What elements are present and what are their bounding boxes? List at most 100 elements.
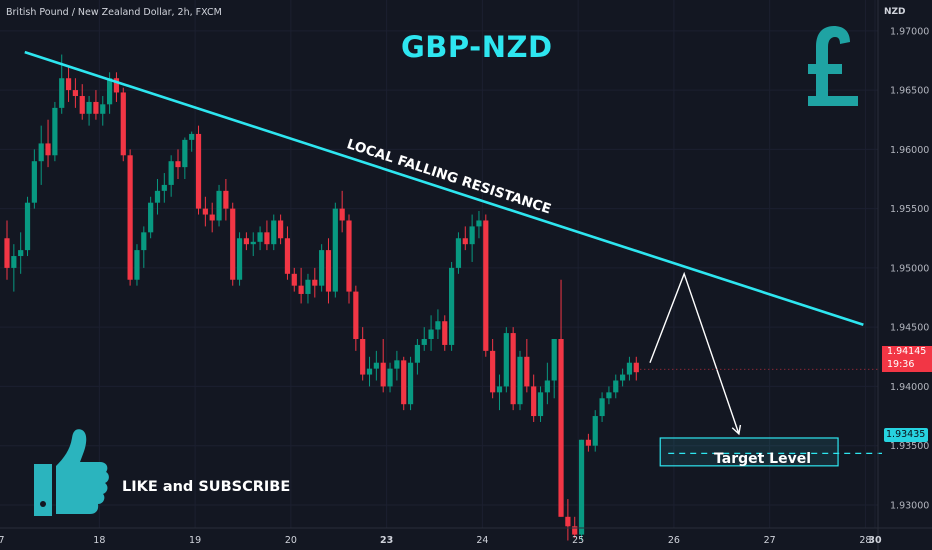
price-axis[interactable]: 1.97000 1.96500 1.96000 1.95500 1.95000 1.945…: [877, 0, 929, 550]
candle-body: [524, 356, 530, 387]
candle: [592, 410, 598, 452]
candle-body: [154, 190, 161, 203]
candle-body: [469, 226, 475, 245]
candle-body: [483, 220, 489, 351]
candle-body: [558, 339, 564, 517]
candle: [312, 267, 318, 298]
time-tick-label: 20: [285, 535, 297, 546]
candle: [11, 244, 17, 292]
candle: [230, 202, 236, 286]
candle-body: [45, 143, 51, 156]
candle: [339, 190, 345, 233]
candle-body: [435, 321, 441, 330]
candle: [18, 232, 24, 274]
candle-body: [52, 107, 58, 156]
time-tick-label: 24: [476, 535, 488, 546]
candle-body: [38, 143, 44, 162]
candle-body: [490, 350, 496, 393]
candle-body: [175, 161, 181, 168]
target-level-box[interactable]: [659, 437, 839, 467]
candle: [442, 315, 448, 351]
candle: [599, 392, 605, 422]
candle-body: [195, 133, 202, 209]
candle-body: [24, 202, 31, 251]
candle: [93, 90, 99, 120]
falling-resistance-trendline[interactable]: [24, 50, 864, 327]
candle-body: [578, 439, 585, 535]
candle: [510, 327, 516, 411]
candle: [517, 350, 523, 411]
candle: [360, 327, 366, 381]
candle-body: [572, 526, 578, 535]
thumbs-up-icon: [34, 429, 109, 516]
time-tick-label: 27: [764, 535, 776, 546]
candle: [161, 173, 167, 203]
time-tick-label: 28: [859, 535, 871, 546]
candle-body: [517, 356, 523, 405]
candle-body: [503, 333, 509, 387]
candle: [490, 339, 496, 399]
candle: [148, 196, 154, 239]
candle-body: [312, 279, 318, 286]
candle-body: [250, 241, 256, 245]
candle: [578, 439, 585, 541]
candle-body: [113, 78, 120, 93]
bar-countdown: 19:36: [887, 358, 915, 370]
candle-body: [298, 285, 304, 294]
candle: [24, 196, 31, 257]
candle: [585, 433, 591, 452]
candle: [407, 356, 414, 411]
currency-label: NZD: [884, 7, 906, 17]
candle: [202, 196, 208, 227]
candle: [332, 202, 338, 298]
candle-body: [585, 439, 591, 446]
candle-body: [421, 339, 427, 345]
candlestick-series: [4, 54, 639, 541]
candle-body: [531, 386, 537, 417]
candle-body: [346, 220, 352, 292]
chart-title: GBP-NZD: [401, 30, 553, 64]
projection-path[interactable]: [649, 271, 740, 435]
candle: [421, 327, 427, 351]
candle-body: [284, 238, 291, 274]
candle-body: [366, 368, 373, 375]
candle: [373, 350, 379, 381]
candle-body: [291, 273, 297, 286]
candle: [462, 226, 468, 251]
candle-body: [182, 139, 188, 168]
time-tick-label: 23: [380, 535, 393, 546]
symbol-info: British Pound / New Zealand Dollar, 2h, …: [6, 7, 222, 18]
time-tick-label: 19: [189, 535, 201, 546]
price-tick-label: 1.93500: [890, 441, 929, 452]
candle: [565, 499, 571, 541]
candle: [387, 362, 393, 393]
candle: [175, 149, 181, 179]
price-tick-label: 1.94000: [890, 382, 929, 393]
candle-body: [428, 329, 434, 340]
candle: [216, 184, 222, 227]
candle: [52, 101, 58, 162]
candle-body: [339, 208, 345, 221]
candle-body: [626, 362, 633, 375]
candle-body: [373, 362, 379, 369]
candle-body: [414, 344, 420, 363]
candle: [189, 131, 195, 152]
candle: [168, 155, 174, 197]
candle-body: [59, 78, 65, 108]
candle-body: [189, 133, 195, 140]
candle: [366, 356, 373, 387]
time-tick-label: 18: [93, 535, 105, 546]
candle: [537, 386, 544, 422]
candle-body: [565, 516, 571, 527]
candle: [209, 202, 215, 233]
candle-body: [332, 208, 338, 292]
candle-body: [107, 78, 113, 105]
candle: [325, 238, 332, 304]
candle: [558, 279, 564, 517]
candle: [195, 125, 202, 215]
candle-body: [305, 279, 311, 294]
candle-body: [72, 90, 78, 97]
candle: [380, 339, 386, 393]
